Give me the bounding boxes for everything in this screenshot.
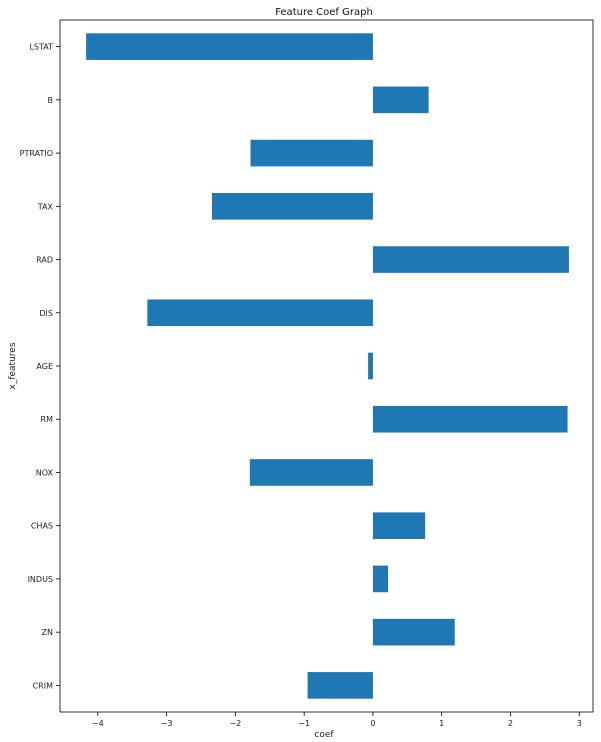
y-tick-label: LSTAT — [29, 43, 53, 52]
bar-chas — [372, 512, 426, 539]
y-tick-label: CHAS — [31, 522, 53, 531]
bar-indus — [372, 565, 389, 593]
bar-dis — [147, 299, 373, 327]
bar-zn — [372, 618, 455, 646]
y-tick-label: NOX — [36, 468, 54, 477]
bar-b — [372, 86, 429, 114]
x-axis: −4 −3 −2 −1 0 1 2 3 — [92, 712, 582, 728]
bar-ptratio — [250, 139, 373, 167]
bar-tax — [211, 193, 373, 220]
x-tick-label: −2 — [229, 719, 241, 728]
chart-title: Feature Coef Graph — [275, 7, 373, 18]
bar-age — [368, 352, 373, 380]
y-tick-label: TAX — [37, 202, 54, 211]
y-tick-label: B — [48, 96, 54, 105]
bar-nox — [249, 459, 373, 486]
plot-frame — [59, 19, 594, 713]
x-axis-label: coef — [314, 730, 334, 740]
y-tick-label: INDUS — [28, 575, 53, 584]
y-tick-label: CRIM — [33, 681, 54, 690]
bars-layer — [86, 33, 569, 699]
bar-lstat — [86, 33, 373, 60]
y-axis: CRIM ZN INDUS CHAS NOX RM AGE DIS RAD TAX PTRATIO B… — [20, 43, 60, 690]
y-tick-label: RM — [41, 415, 54, 424]
y-tick-label: DIS — [39, 309, 53, 318]
bar-rm — [372, 405, 568, 433]
x-tick-label: 2 — [508, 719, 513, 728]
y-tick-label: AGE — [36, 362, 53, 371]
x-tick-label: −3 — [161, 719, 173, 728]
y-tick-label: RAD — [36, 256, 53, 265]
y-tick-label: PTRATIO — [20, 149, 53, 158]
x-tick-label: 3 — [577, 719, 582, 728]
x-tick-label: 0 — [370, 719, 375, 728]
x-tick-label: 1 — [439, 719, 444, 728]
x-tick-label: −1 — [298, 719, 310, 728]
bar-rad — [372, 246, 569, 273]
bar-crim — [307, 672, 373, 699]
y-tick-label: ZN — [42, 628, 53, 637]
y-axis-label: x_features — [8, 342, 18, 389]
x-tick-label: −4 — [92, 719, 104, 728]
